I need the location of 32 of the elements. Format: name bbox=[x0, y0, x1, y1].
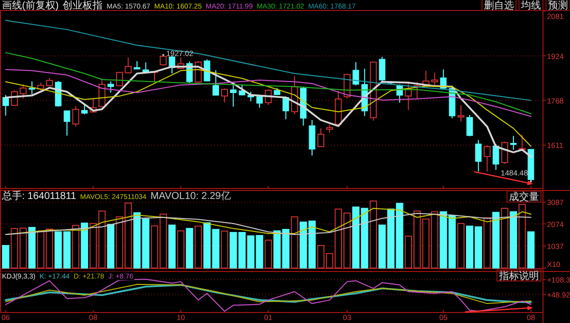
bar bbox=[484, 217, 491, 268]
bar bbox=[510, 211, 518, 268]
bar bbox=[2, 245, 10, 268]
bar bbox=[518, 204, 526, 268]
bar bbox=[28, 226, 36, 268]
text: 预测 bbox=[548, 0, 568, 12]
bar bbox=[72, 224, 80, 268]
bar bbox=[527, 231, 535, 268]
bar bbox=[290, 216, 298, 268]
bar bbox=[370, 200, 377, 268]
bar bbox=[457, 222, 465, 268]
bar bbox=[492, 212, 500, 268]
annotation: 指标说明 bbox=[498, 270, 539, 282]
series-label: MAVOL10: 2.29亿 bbox=[150, 191, 231, 202]
bar bbox=[194, 226, 202, 268]
annotation: 均线 bbox=[520, 0, 541, 12]
bar bbox=[80, 222, 88, 268]
chart-title: 总手: 164011811 bbox=[1, 190, 77, 202]
bar bbox=[220, 230, 228, 268]
bar bbox=[168, 224, 176, 268]
bar bbox=[177, 230, 184, 268]
bar bbox=[501, 208, 508, 268]
bar bbox=[186, 228, 194, 268]
line-series bbox=[5, 208, 532, 235]
annotation: 成交量 bbox=[509, 191, 539, 203]
bar bbox=[107, 224, 114, 268]
annotation: 删自选 bbox=[484, 0, 514, 12]
line-series bbox=[5, 278, 532, 312]
bar bbox=[264, 240, 272, 268]
line-series bbox=[5, 212, 532, 235]
chart-subtitle: 画线(前复权) bbox=[2, 0, 59, 12]
chart-title: 创业板指 bbox=[62, 0, 103, 12]
